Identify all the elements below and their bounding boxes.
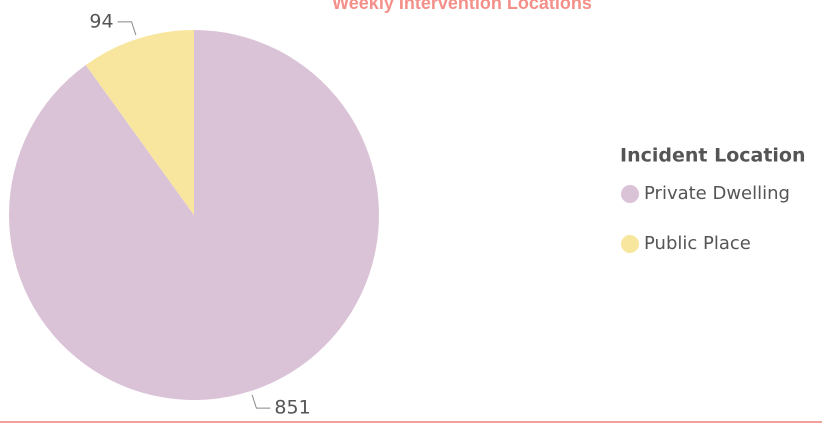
legend-swatch — [621, 235, 639, 253]
legend-label: Public Place — [644, 233, 751, 254]
leader-line — [117, 21, 137, 36]
legend-swatch — [621, 185, 639, 203]
pie-slice — [85, 30, 194, 215]
leader-line — [251, 394, 271, 409]
data-label: 851 — [274, 397, 310, 419]
chart-title: Weekly Intervention Locations — [332, 0, 592, 13]
legend-label: Private Dwelling — [644, 183, 790, 204]
pie-slice — [8, 30, 380, 400]
data-label: 94 — [89, 10, 113, 32]
legend-title: Incident Location — [620, 145, 806, 167]
